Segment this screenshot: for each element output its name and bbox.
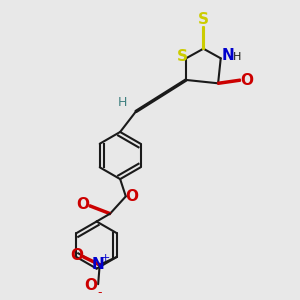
- Text: O: O: [70, 248, 83, 263]
- Text: N: N: [92, 257, 104, 272]
- Text: O: O: [241, 73, 254, 88]
- Text: +: +: [101, 254, 110, 263]
- Text: H: H: [233, 52, 241, 62]
- Text: O: O: [125, 190, 138, 205]
- Text: O: O: [85, 278, 98, 293]
- Text: S: S: [198, 12, 209, 27]
- Text: N: N: [221, 48, 234, 63]
- Text: O: O: [76, 197, 89, 212]
- Text: H: H: [118, 96, 128, 109]
- Text: -: -: [98, 286, 102, 298]
- Text: S: S: [177, 49, 188, 64]
